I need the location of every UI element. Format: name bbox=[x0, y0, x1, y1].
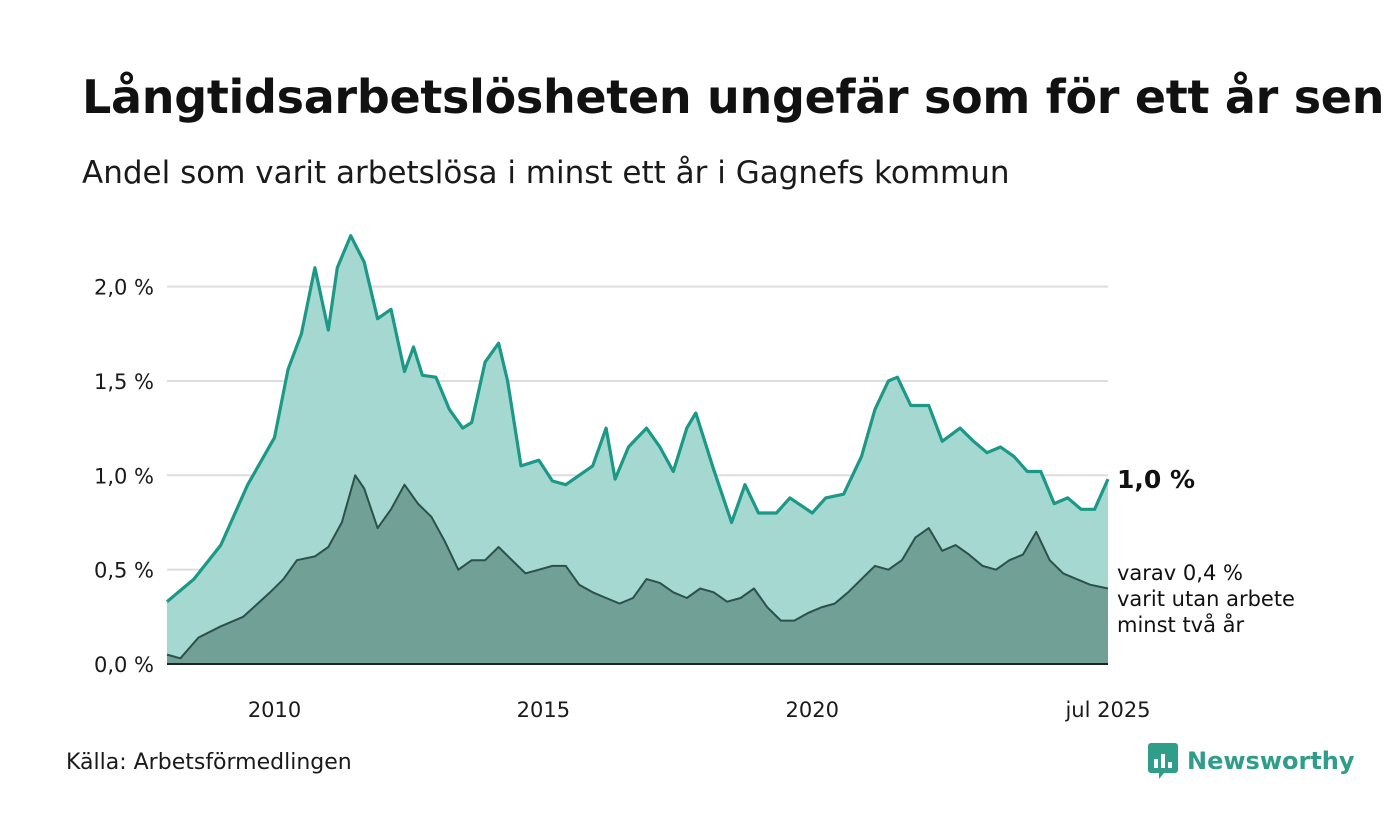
area-chart: 0,0 % 0,5 % 1,0 % 1,5 % 2,0 % 2010 2015 2020 jul… bbox=[94, 234, 1295, 722]
x-tick-label: 2015 bbox=[517, 698, 570, 722]
y-tick-label: 1,5 % bbox=[94, 370, 154, 394]
chart-subtitle: Andel som varit arbetslösa i minst ett å… bbox=[82, 155, 1010, 191]
axes: 0,0 % 0,5 % 1,0 % 1,5 % 2,0 % 2010 2015 2020 jul… bbox=[94, 276, 1151, 722]
logo-text: Newsworthy bbox=[1187, 747, 1355, 775]
end-label-long-term: varav 0,4 % bbox=[1117, 561, 1243, 585]
x-tick-label: 2020 bbox=[786, 698, 839, 722]
y-tick-label: 1,0 % bbox=[94, 464, 154, 488]
series-area bbox=[167, 475, 1108, 664]
x-tick-label: 2010 bbox=[248, 698, 301, 722]
end-label-long-term: varit utan arbete bbox=[1117, 587, 1295, 611]
series-line bbox=[166, 474, 1109, 660]
x-tick-label: jul 2025 bbox=[1064, 698, 1150, 722]
area-series bbox=[165, 234, 1110, 664]
y-tick-label: 0,0 % bbox=[94, 653, 154, 677]
bar-chart-icon bbox=[1148, 743, 1178, 779]
newsworthy-logo[interactable]: Newsworthy bbox=[1148, 743, 1355, 779]
end-label-total: 1,0 % bbox=[1117, 465, 1195, 494]
source-note: Källa: Arbetsförmedlingen bbox=[66, 750, 352, 775]
end-label-long-term: minst två år bbox=[1117, 612, 1245, 637]
y-tick-label: 2,0 % bbox=[94, 276, 154, 300]
series-line bbox=[165, 234, 1110, 603]
chart-title: Långtidsarbetslösheten ungefär som för e… bbox=[82, 70, 1385, 124]
y-tick-label: 0,5 % bbox=[94, 559, 154, 583]
